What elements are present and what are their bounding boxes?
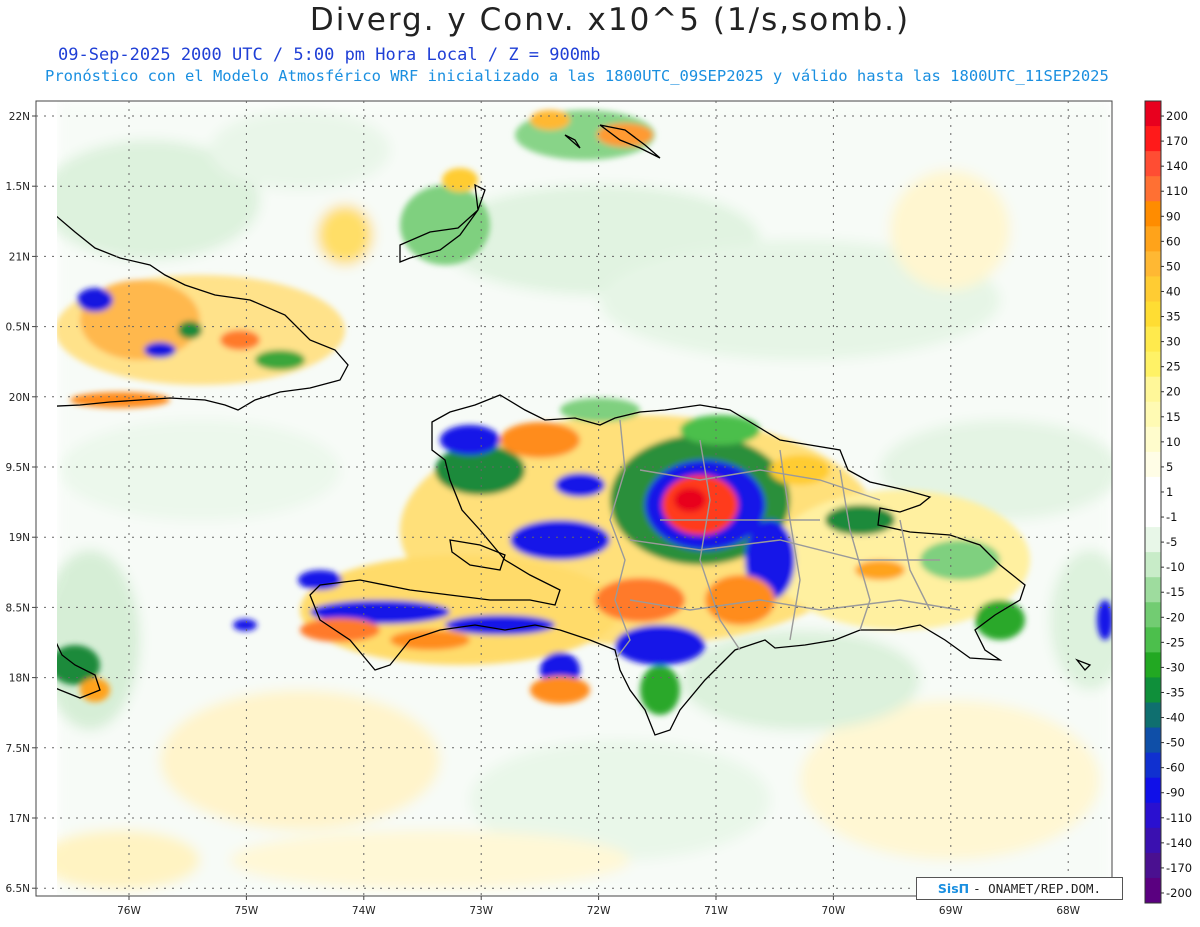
colorbar: 200 170 140 110 90 60 50 40 35 30 25 20 15 10 5 1 -1 -5 -1…	[1144, 100, 1192, 904]
colorbar-label: -25	[1166, 635, 1185, 649]
colorbar-swatch	[1145, 602, 1161, 628]
colorbar-label: 25	[1166, 360, 1181, 374]
colorbar-swatch	[1145, 827, 1161, 854]
colorbar-swatch	[1145, 426, 1161, 453]
coastlines	[57, 124, 1092, 736]
colorbar-label: -90	[1166, 786, 1185, 800]
colorbar-swatch	[1145, 627, 1161, 653]
colorbar-label: 140	[1166, 159, 1188, 173]
colorbar-label: -40	[1166, 711, 1185, 725]
lon-label: 71W	[704, 905, 728, 917]
lat-label: 8.5N	[5, 602, 30, 614]
colorbar-label: 60	[1166, 234, 1181, 248]
colorbar-label: 200	[1166, 109, 1188, 123]
colorbar-swatch	[1145, 552, 1161, 578]
lon-label: 75W	[235, 905, 259, 917]
colorbar-label: 90	[1166, 209, 1181, 223]
colorbar-label: 170	[1166, 134, 1188, 148]
credit-box: SisΠ - ONAMET/REP.DOM.	[916, 877, 1123, 900]
colorbar-label: -60	[1166, 761, 1185, 775]
colorbar-swatch	[1145, 301, 1161, 328]
colorbar-label: -110	[1166, 811, 1192, 825]
colorbar-swatch	[1145, 101, 1161, 127]
lat-label: 17N	[9, 813, 30, 825]
colorbar-swatch	[1145, 727, 1161, 754]
colorbar-swatch	[1145, 652, 1161, 678]
colorbar-swatch	[1145, 527, 1161, 553]
colorbar-swatch	[1145, 151, 1161, 177]
latitude-labels: 22N 1.5N 21N 0.5N 20N 9.5N 19N 8.5N 18N 7.5N 17N 6.…	[5, 111, 30, 895]
colorbar-swatch	[1145, 351, 1161, 378]
colorbar-swatch	[1145, 176, 1161, 202]
colorbar-label: -30	[1166, 660, 1185, 674]
lat-label: 9.5N	[5, 462, 30, 474]
colorbar-swatch	[1145, 577, 1161, 603]
lat-label: 7.5N	[5, 743, 30, 755]
lon-label: 69W	[939, 905, 963, 917]
colorbar-swatch	[1145, 451, 1161, 478]
colorbar-label: 110	[1166, 184, 1188, 198]
lat-label: 6.5N	[5, 883, 30, 895]
province-borders	[609, 419, 961, 661]
plot-frame	[35, 100, 1113, 897]
model-info-subtitle: Pronóstico con el Modelo Atmosférico WRF…	[45, 67, 1109, 85]
colorbar-swatch	[1145, 877, 1161, 904]
lat-label: 18N	[9, 673, 30, 685]
colorbar-swatch	[1145, 276, 1161, 302]
colorbar-swatch	[1145, 226, 1161, 252]
colorbar-swatch	[1145, 326, 1161, 353]
colorbar-swatch	[1145, 702, 1161, 729]
lat-label: 20N	[9, 392, 30, 404]
lat-label: 22N	[9, 111, 30, 123]
colorbar-swatch	[1145, 201, 1161, 227]
colorbar-label: -20	[1166, 610, 1185, 624]
colorbar-label: -140	[1166, 836, 1192, 850]
lat-label: 21N	[9, 251, 30, 263]
colorbar-swatch	[1145, 802, 1161, 829]
colorbar-label: -50	[1166, 736, 1185, 750]
map-title: Diverg. y Conv. x10^5 (1/s,somb.)	[309, 2, 911, 38]
colorbar-swatch	[1145, 476, 1161, 503]
credit-text: - ONAMET/REP.DOM.	[973, 881, 1102, 896]
lon-label: 68W	[1056, 905, 1080, 917]
lat-label: 19N	[9, 532, 30, 544]
colorbar-label: 1	[1166, 485, 1173, 499]
colorbar-label: 35	[1166, 310, 1181, 324]
field-shading	[57, 101, 1112, 896]
colorbar-label: 50	[1166, 259, 1181, 273]
colorbar-label: 30	[1166, 335, 1181, 349]
colorbar-swatch	[1145, 126, 1161, 152]
colorbar-label: -15	[1166, 585, 1185, 599]
valid-time-subtitle: 09-Sep-2025 2000 UTC / 5:00 pm Hora Loca…	[58, 45, 601, 65]
lat-label: 0.5N	[5, 322, 30, 334]
colorbar-label: -5	[1166, 535, 1177, 549]
lon-label: 74W	[352, 905, 376, 917]
colorbar-label: -170	[1166, 861, 1192, 875]
colorbar-label: 15	[1166, 410, 1181, 424]
colorbar-label: 40	[1166, 284, 1181, 298]
sispi-logo: SisΠ	[937, 881, 970, 896]
colorbar-swatch	[1145, 677, 1161, 703]
colorbar-swatch	[1145, 777, 1161, 804]
colorbar-label: 5	[1166, 460, 1173, 474]
lon-label: 73W	[469, 905, 493, 917]
colorbar-swatch	[1145, 852, 1161, 879]
longitude-labels: 76W 75W 74W 73W 72W 71W 70W 69W 68W	[117, 905, 1081, 917]
colorbar-label: 10	[1166, 435, 1181, 449]
colorbar-label: -10	[1166, 560, 1185, 574]
colorbar-swatch	[1145, 376, 1161, 403]
lat-label: 1.5N	[5, 181, 30, 193]
lon-label: 70W	[822, 905, 846, 917]
colorbar-label: -1	[1166, 510, 1177, 524]
colorbar-label: -35	[1166, 685, 1185, 699]
colorbar-label: 20	[1166, 385, 1181, 399]
lon-label: 76W	[117, 905, 141, 917]
colorbar-swatch	[1145, 752, 1161, 779]
lon-label: 72W	[587, 905, 611, 917]
colorbar-swatch	[1145, 502, 1161, 528]
colorbar-swatch	[1145, 401, 1161, 428]
colorbar-swatch	[1145, 251, 1161, 277]
colorbar-label: -200	[1166, 886, 1192, 900]
